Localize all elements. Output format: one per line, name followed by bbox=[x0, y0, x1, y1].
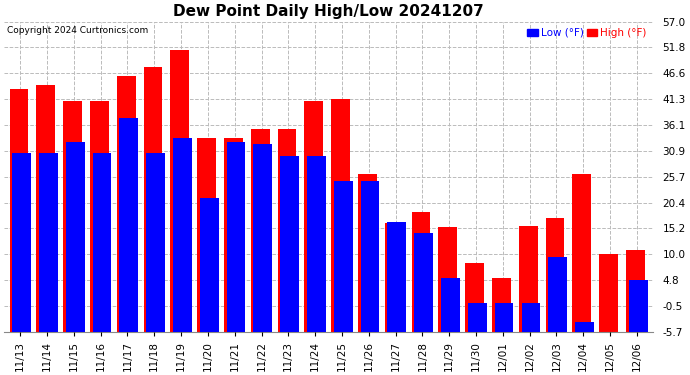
Bar bbox=[200, 198, 219, 332]
Bar bbox=[495, 303, 513, 332]
Bar bbox=[361, 181, 380, 332]
Bar bbox=[602, 332, 621, 337]
Legend: Low (°F), High (°F): Low (°F), High (°F) bbox=[526, 27, 648, 39]
Bar bbox=[280, 156, 299, 332]
Bar bbox=[465, 262, 484, 332]
Bar bbox=[626, 250, 645, 332]
Bar bbox=[334, 181, 353, 332]
Bar bbox=[63, 101, 82, 332]
Text: Copyright 2024 Curtronics.com: Copyright 2024 Curtronics.com bbox=[8, 26, 148, 35]
Bar bbox=[575, 322, 594, 332]
Title: Dew Point Daily High/Low 20241207: Dew Point Daily High/Low 20241207 bbox=[173, 4, 484, 19]
Bar bbox=[37, 84, 55, 332]
Bar bbox=[173, 138, 192, 332]
Bar bbox=[197, 138, 216, 332]
Bar bbox=[170, 50, 189, 332]
Bar bbox=[414, 233, 433, 332]
Bar bbox=[385, 223, 404, 332]
Bar bbox=[546, 218, 564, 332]
Bar bbox=[304, 101, 323, 332]
Bar bbox=[39, 153, 58, 332]
Bar bbox=[412, 211, 431, 332]
Bar bbox=[92, 153, 111, 332]
Bar bbox=[519, 226, 538, 332]
Bar bbox=[522, 303, 540, 332]
Bar bbox=[66, 142, 85, 332]
Bar bbox=[90, 101, 109, 332]
Bar bbox=[549, 256, 567, 332]
Bar bbox=[250, 129, 270, 332]
Bar bbox=[629, 280, 647, 332]
Bar bbox=[358, 174, 377, 332]
Bar bbox=[144, 67, 162, 332]
Bar bbox=[277, 129, 296, 332]
Bar bbox=[599, 254, 618, 332]
Bar bbox=[438, 227, 457, 332]
Bar bbox=[119, 118, 138, 332]
Bar bbox=[224, 138, 243, 332]
Bar bbox=[226, 142, 246, 332]
Bar bbox=[331, 99, 350, 332]
Bar bbox=[146, 153, 165, 332]
Bar bbox=[307, 156, 326, 332]
Bar bbox=[492, 278, 511, 332]
Bar bbox=[12, 153, 31, 332]
Bar bbox=[253, 144, 273, 332]
Bar bbox=[388, 222, 406, 332]
Bar bbox=[441, 278, 460, 332]
Bar bbox=[468, 303, 486, 332]
Bar bbox=[10, 90, 28, 332]
Bar bbox=[573, 174, 591, 332]
Bar bbox=[117, 76, 135, 332]
